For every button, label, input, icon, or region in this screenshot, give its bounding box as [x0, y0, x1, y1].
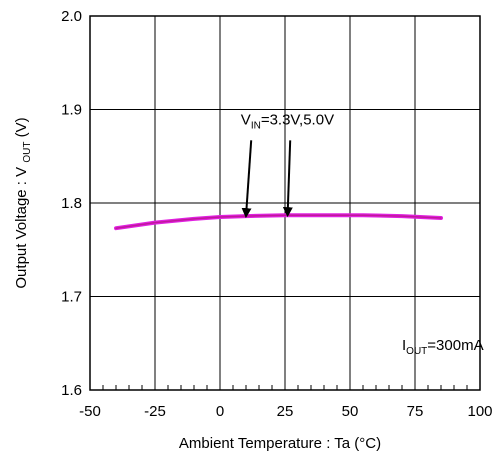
- annotation-rest: =300mA: [427, 337, 483, 354]
- y-tick-label: 1.9: [61, 102, 82, 119]
- x-tick-labels: -50 -25 0 25 50 75 100: [79, 403, 492, 420]
- x-tick-label: -25: [144, 403, 166, 420]
- y-tick-label: 2.0: [61, 8, 82, 25]
- y-tick-label: 1.8: [61, 195, 82, 212]
- x-tick-label: 0: [216, 403, 224, 420]
- x-axis-title: Ambient Temperature : Ta (°C): [179, 435, 381, 452]
- x-tick-label: 50: [342, 403, 359, 420]
- y-axis-title-sub: OUT: [22, 142, 33, 163]
- y-axis-title-main: Output Voltage : V: [13, 167, 30, 289]
- annotations: VIN=3.3V,5.0V IOUT=300mA: [241, 111, 484, 356]
- x-tick-label: 75: [407, 403, 424, 420]
- annotation-arrow: [282, 140, 293, 218]
- annotation-label: VIN=3.3V,5.0V: [241, 111, 334, 131]
- y-tick-label: 1.7: [61, 289, 82, 306]
- y-tick-labels: 1.6 1.7 1.8 1.9 2.0: [61, 8, 82, 399]
- y-axis-title: Output Voltage : V OUT (V): [13, 117, 34, 288]
- annotation-rest: =3.3V,5.0V: [261, 111, 334, 128]
- plot-frame: [89, 15, 481, 391]
- annotation-sub: OUT: [406, 346, 427, 357]
- annotation-label: IOUT=300mA: [402, 337, 484, 357]
- minor-ticks: [102, 385, 468, 390]
- x-tick-label: 100: [467, 403, 492, 420]
- annotation-sub: IN: [251, 120, 261, 131]
- x-tick-label: 25: [277, 403, 294, 420]
- annotation-arrow: [241, 140, 253, 219]
- annotation-main: I: [402, 337, 406, 354]
- x-tick-label: -50: [79, 403, 101, 420]
- series-layer: [114, 213, 443, 231]
- series-line: [115, 214, 442, 229]
- grid: [90, 16, 480, 390]
- annotation-main: V: [241, 111, 251, 128]
- y-tick-label: 1.6: [61, 382, 82, 399]
- y-axis-title-unit: (V): [13, 117, 30, 137]
